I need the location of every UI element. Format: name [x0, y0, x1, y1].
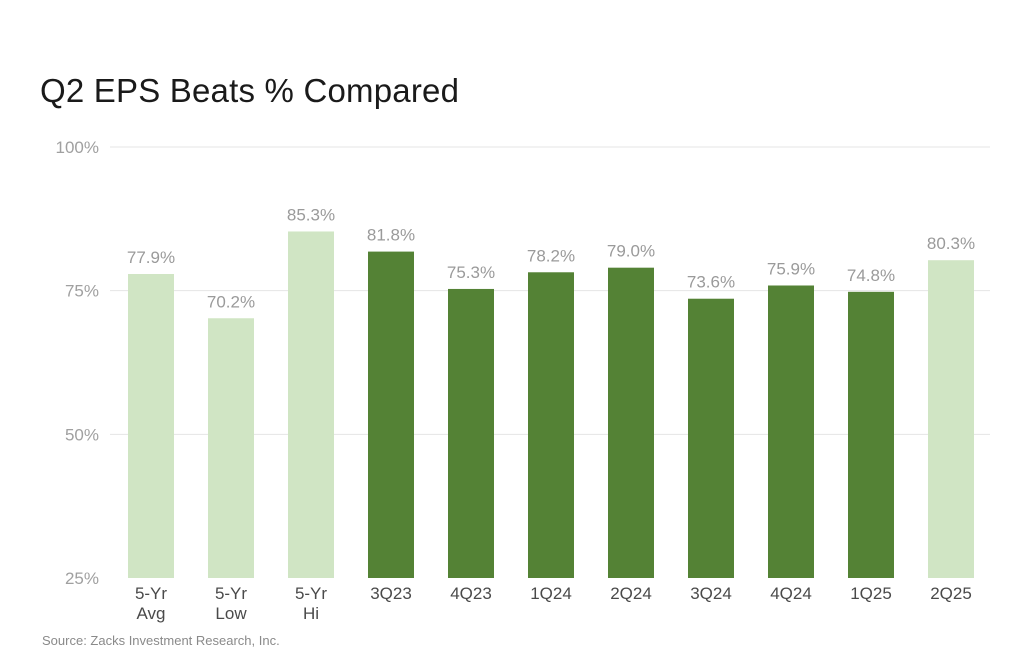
- bar: [208, 318, 254, 578]
- x-tick-label: 1Q24: [530, 584, 572, 603]
- x-tick-label: Hi: [303, 604, 319, 623]
- data-label: 80.3%: [927, 234, 975, 253]
- x-tick-label: 5-Yr: [135, 584, 167, 603]
- bar: [608, 267, 654, 578]
- data-label: 79.0%: [607, 242, 655, 261]
- source-note: Source: Zacks Investment Research, Inc.: [42, 633, 280, 648]
- bar: [528, 272, 574, 578]
- data-label: 75.3%: [447, 263, 495, 282]
- bar: [768, 285, 814, 578]
- y-tick-label: 100%: [56, 138, 99, 157]
- y-tick-label: 25%: [65, 569, 99, 588]
- bar: [688, 298, 734, 578]
- x-tick-label: 3Q23: [370, 584, 412, 603]
- data-label: 81.8%: [367, 226, 415, 245]
- bar: [448, 288, 494, 578]
- y-tick-label: 75%: [65, 282, 99, 301]
- data-label: 74.8%: [847, 266, 895, 285]
- x-tick-label: 3Q24: [690, 584, 732, 603]
- x-tick-label: 1Q25: [850, 584, 892, 603]
- x-tick-label: Avg: [137, 604, 166, 623]
- bar: [368, 251, 414, 578]
- bar: [848, 291, 894, 578]
- data-label: 77.9%: [127, 248, 175, 267]
- x-tick-label: Low: [215, 604, 247, 623]
- x-tick-label: 2Q25: [930, 584, 972, 603]
- data-label: 78.2%: [527, 246, 575, 265]
- y-tick-label: 50%: [65, 425, 99, 444]
- x-tick-label: 5-Yr: [215, 584, 247, 603]
- x-tick-label: 4Q23: [450, 584, 492, 603]
- data-label: 70.2%: [207, 292, 255, 311]
- data-label: 73.6%: [687, 273, 735, 292]
- bar: [928, 260, 974, 578]
- x-tick-label: 5-Yr: [295, 584, 327, 603]
- data-label: 75.9%: [767, 259, 815, 278]
- x-tick-label: 4Q24: [770, 584, 812, 603]
- x-tick-label: 2Q24: [610, 584, 652, 603]
- bar: [128, 274, 174, 578]
- data-label: 85.3%: [287, 205, 335, 224]
- chart-title: Q2 EPS Beats % Compared: [40, 72, 460, 109]
- bar: [288, 231, 334, 578]
